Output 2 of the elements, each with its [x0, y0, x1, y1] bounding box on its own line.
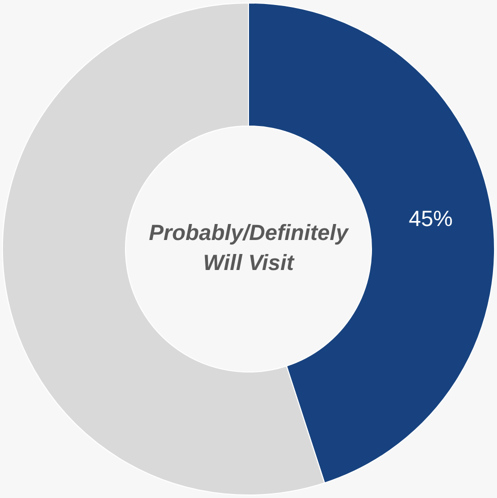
- text: Probably/Definitely Will Visit: [148, 220, 350, 276]
- data-label: 45%: [408, 206, 453, 232]
